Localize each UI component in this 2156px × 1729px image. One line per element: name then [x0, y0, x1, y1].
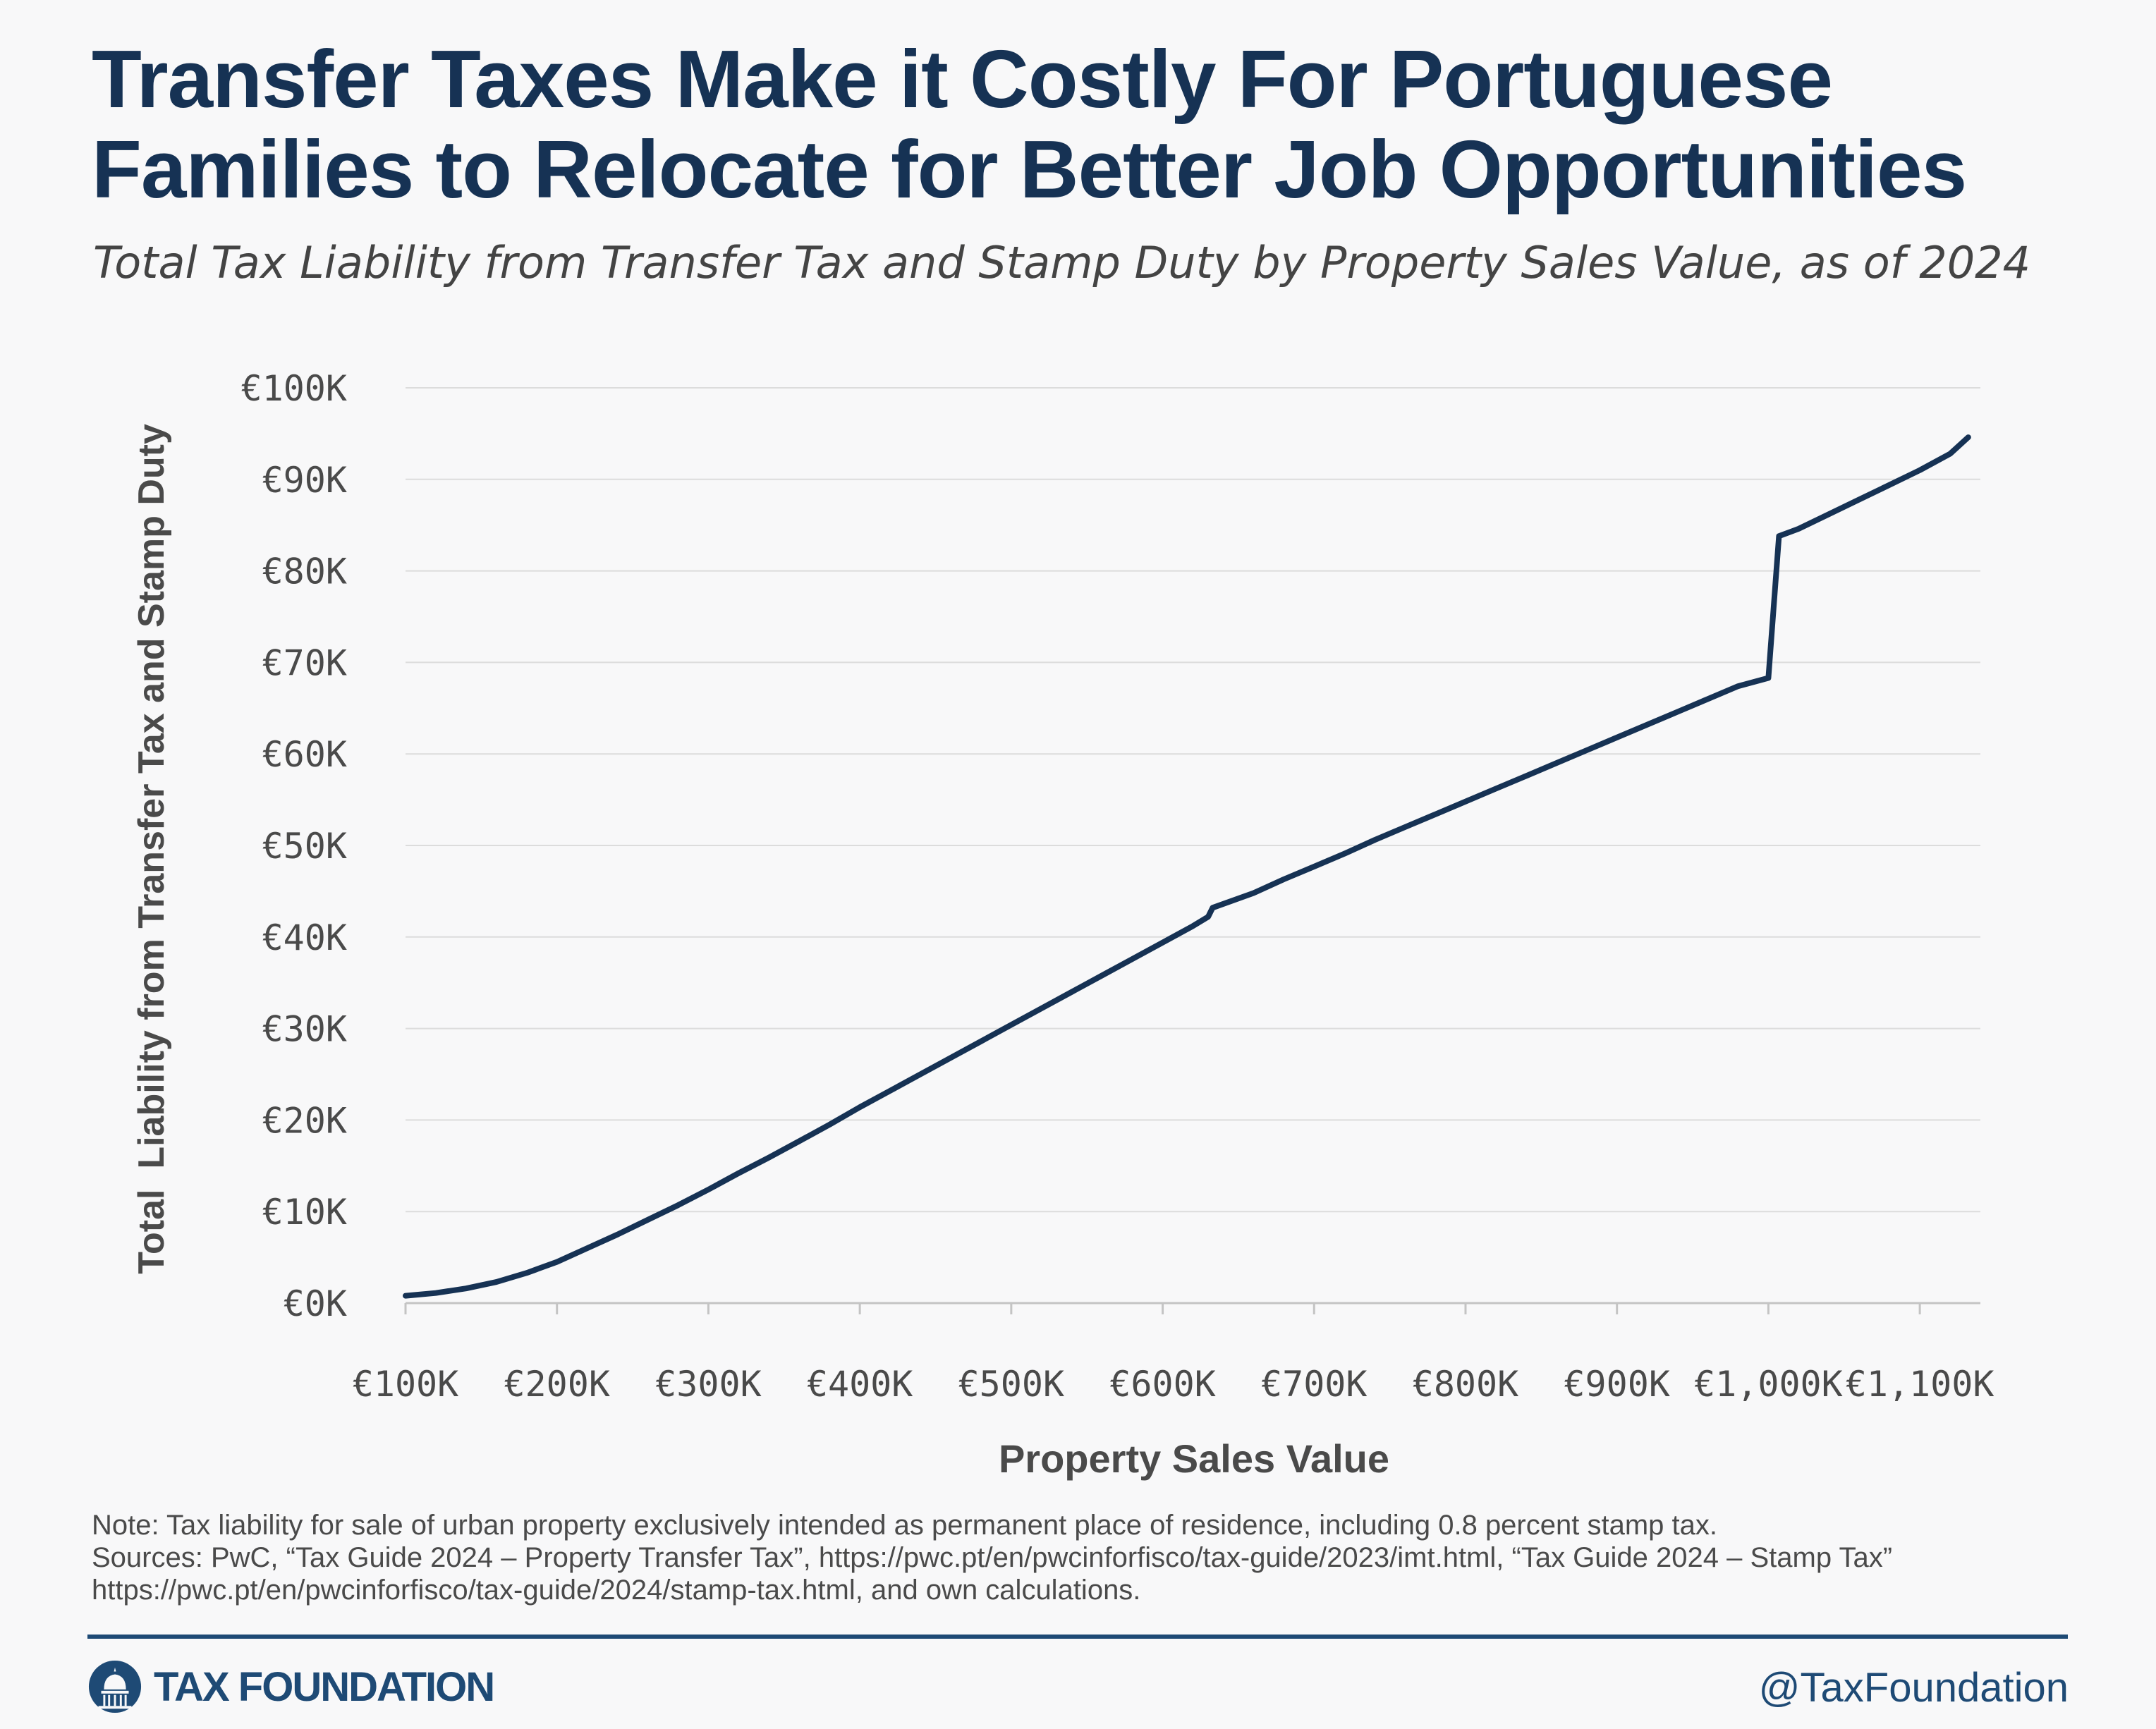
- source-note: Note: Tax liability for sale of urban pr…: [92, 1509, 2081, 1606]
- x-axis-tick-labels: €100K €200K €300K €400K €500K €600K €700K €800K…: [353, 1364, 1994, 1405]
- y-tick-label: €50K: [262, 826, 347, 867]
- line-chart: €0K €10K €20K €30K €40K €50K €60K €70K €80K €90K €…: [131, 368, 1994, 1481]
- x-tick-label: €800K: [1413, 1364, 1519, 1405]
- x-axis-ticks: [404, 1303, 1921, 1314]
- x-tick-label: €1,000K: [1694, 1364, 1843, 1405]
- y-axis-title: Total Liability from Transfer Tax and St…: [131, 424, 172, 1274]
- y-tick-label: €10K: [262, 1192, 347, 1233]
- social-handle: @TaxFoundation: [1758, 1665, 2069, 1711]
- y-tick-label: €40K: [262, 917, 347, 958]
- y-tick-label: €60K: [262, 734, 347, 775]
- y-tick-label: €100K: [240, 368, 347, 409]
- x-tick-label: €900K: [1564, 1364, 1670, 1405]
- capitol-dome-icon: [88, 1660, 142, 1713]
- footer-divider: [87, 1635, 2068, 1639]
- x-tick-label: €1,100K: [1846, 1364, 1994, 1405]
- x-tick-label: €600K: [1109, 1364, 1216, 1405]
- logo-wordmark: TAX FOUNDATION: [154, 1663, 495, 1710]
- y-axis-tick-labels: €0K €10K €20K €30K €40K €50K €60K €70K €80K €90K €…: [240, 368, 347, 1324]
- chart-subtitle: Total Tax Liability from Transfer Tax an…: [93, 237, 2031, 288]
- y-tick-label: €20K: [262, 1100, 347, 1141]
- sources-text-line-1: Sources: PwC, “Tax Guide 2024 – Property…: [92, 1542, 1893, 1573]
- gridlines: [406, 387, 1980, 1305]
- sources-text-line-2: https://pwc.pt/en/pwcinforfisco/tax-guid…: [92, 1575, 1141, 1606]
- x-tick-label: €300K: [655, 1364, 762, 1405]
- y-tick-label: €0K: [284, 1283, 347, 1324]
- x-tick-label: €100K: [353, 1364, 459, 1405]
- x-axis-title: Property Sales Value: [999, 1436, 1389, 1481]
- x-tick-label: €200K: [504, 1364, 610, 1405]
- series-line: [403, 434, 1971, 1299]
- x-tick-label: €700K: [1261, 1364, 1368, 1405]
- y-tick-label: €90K: [262, 460, 347, 501]
- y-tick-label: €70K: [262, 642, 347, 683]
- y-tick-label: €80K: [262, 551, 347, 592]
- tax-foundation-logo: TAX FOUNDATION: [87, 1658, 495, 1715]
- x-tick-label: €400K: [807, 1364, 913, 1405]
- note-text: Note: Tax liability for sale of urban pr…: [92, 1510, 1717, 1541]
- x-tick-label: €500K: [958, 1364, 1065, 1405]
- y-tick-label: €30K: [262, 1009, 347, 1050]
- chart-title: Transfer Taxes Make it Costly For Portug…: [92, 33, 1967, 215]
- series-layer: [403, 434, 1971, 1299]
